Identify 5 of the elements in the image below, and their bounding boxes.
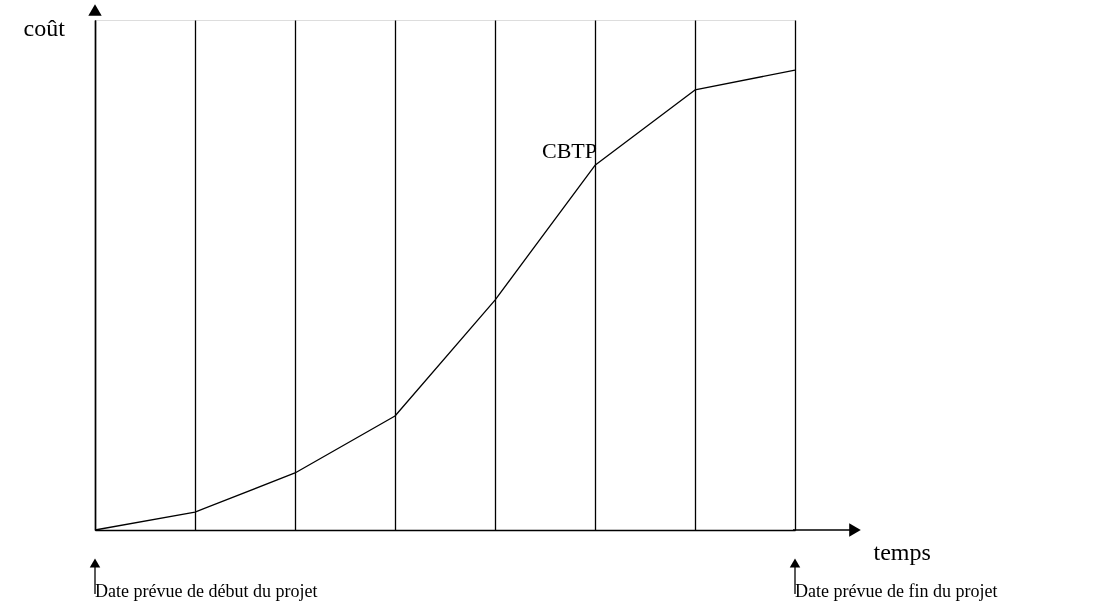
text: Date prévue de fin du projet bbox=[795, 581, 998, 601]
y-axis-title: coût bbox=[23, 14, 66, 41]
text: Date prévue de début du projet bbox=[95, 581, 318, 601]
series-label: CBTP bbox=[541, 138, 597, 164]
x-axis-title: temps bbox=[873, 538, 931, 565]
